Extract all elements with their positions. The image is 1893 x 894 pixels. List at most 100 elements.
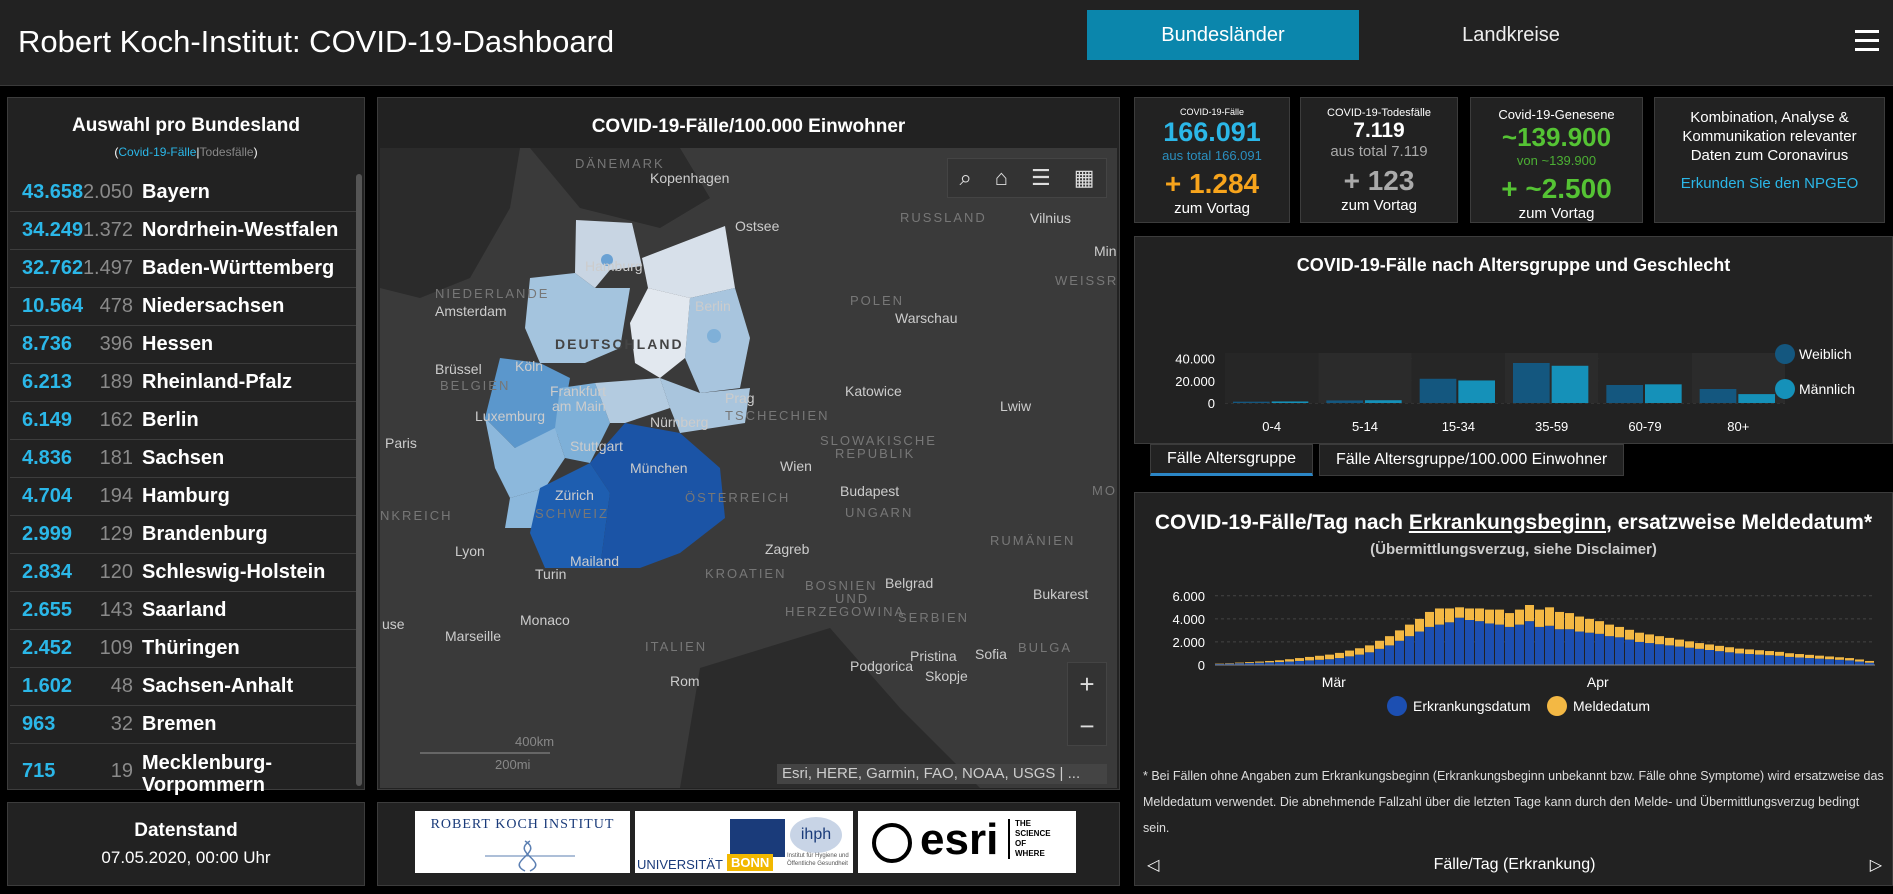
erkrankung-bar [1755, 654, 1764, 665]
tab-faelle-altersgruppe[interactable]: Fälle Altersgruppe [1150, 444, 1313, 476]
map-label: BELGIEN [440, 378, 511, 393]
chevron-left-icon[interactable]: ◁ [1147, 857, 1160, 874]
state-row[interactable]: 1.602 48 Sachsen-Anhalt [10, 668, 356, 706]
daily-chart-title: COVID-19-Fälle/Tag nach Erkrankungsbegin… [1154, 511, 1873, 534]
melde-bar [1445, 608, 1454, 623]
state-cases: 2.834 [22, 561, 73, 583]
state-row[interactable]: 963 32 Bremen [10, 706, 356, 744]
melde-bar [1505, 613, 1514, 627]
map-label: BOSNIEN [805, 578, 878, 593]
map-label: Pristina [910, 648, 957, 664]
map-label: Kopenhagen [650, 170, 730, 186]
state-row[interactable]: 2.452 109 Thüringen [10, 630, 356, 668]
state-row[interactable]: 2.999 129 Brandenburg [10, 516, 356, 554]
chart-pager: ◁ Fälle/Tag (Erkrankung) ▷ [1147, 851, 1882, 879]
erkrankungsbeginn-link[interactable]: Erkrankungsbeginn [1408, 511, 1607, 534]
map-label: Turin [535, 566, 567, 582]
erkrankung-bar [1705, 650, 1714, 665]
melde-bar [1285, 659, 1294, 662]
state-row[interactable]: 4.836 181 Sachsen [10, 440, 356, 478]
map-label: Paris [385, 435, 417, 451]
erkrankung-bar [1675, 646, 1684, 665]
npgeo-text: Kombination, Analyse & Kommunikation rel… [1682, 109, 1857, 164]
state-name: Thüringen [142, 637, 240, 659]
zoom-out-button[interactable]: − [1079, 710, 1095, 741]
state-deaths: 143 [99, 599, 133, 621]
state-row[interactable]: 715 19 Mecklenburg-Vorpommern [10, 744, 356, 796]
state-baden-wuerttemberg [530, 463, 610, 568]
erkrankung-bar [1375, 648, 1384, 665]
melde-bar [1545, 607, 1554, 626]
erkrankung-bar [1465, 620, 1474, 665]
melde-bar [1275, 660, 1284, 662]
home-icon[interactable]: ⌂ [994, 165, 1009, 190]
erkrankung-bar [1475, 621, 1484, 665]
erkrankung-bar [1455, 617, 1464, 665]
chevron-right-icon[interactable]: ▷ [1869, 857, 1882, 874]
melde-bar [1735, 648, 1744, 654]
legend-list-icon[interactable]: ☰ [1031, 165, 1051, 190]
tab-faelle-altersgruppe-per-100k[interactable]: Fälle Altersgruppe/100.000 Einwohner [1318, 444, 1625, 476]
map-label: Skopje [925, 668, 968, 684]
map-panel: COVID-19-Fälle/100.000 Einwohner DÄN [377, 97, 1120, 790]
melde-bar [1655, 636, 1664, 645]
card-sub: von ~139.900 [1516, 153, 1597, 168]
card-sub: aus total 7.119 [1330, 143, 1428, 160]
rki-logo[interactable]: ROBERT KOCH INSTITUT [415, 811, 630, 873]
legend-label: Meldedatum [1573, 698, 1650, 714]
tab-bundeslaender[interactable]: Bundesländer [1087, 10, 1359, 60]
melde-bar [1535, 609, 1544, 627]
age-chart-tabs: Fälle Altersgruppe Fälle Altersgruppe/10… [1150, 444, 1630, 476]
erkrankung-bar [1745, 654, 1754, 665]
state-row[interactable]: 4.704 194 Hamburg [10, 478, 356, 516]
tab-landkreise[interactable]: Landkreise [1462, 23, 1560, 46]
erkrankung-bar [1425, 626, 1434, 665]
state-name: Sachsen-Anhalt [142, 675, 294, 697]
erkrankung-bar [1255, 662, 1264, 665]
state-row[interactable]: 10.564 478 Niedersachsen [10, 288, 356, 326]
npgeo-link[interactable]: Erkunden Sie den NPGEO [1680, 175, 1859, 192]
state-row[interactable]: 6.149 162 Berlin [10, 402, 356, 440]
esri-logo[interactable]: esri THE SCIENCE OF WHERE [858, 811, 1076, 873]
state-bayern [590, 423, 725, 568]
map-view[interactable]: DÄNEMARK Kopenhagen Ostsee LITAUEN RUSSL… [380, 148, 1117, 788]
y-tick-label: 20.000 [1175, 374, 1215, 389]
legend-swatch [1387, 696, 1407, 716]
uni-bonn-ihph-logo[interactable]: UNIVERSITÄT BONN ihph Institut für Hygie… [635, 811, 853, 873]
age-bar [1551, 365, 1589, 403]
scale-bar: 400km 200mi [420, 734, 554, 772]
state-name: Hessen [142, 333, 214, 355]
map-attribution[interactable]: Esri, HERE, Garmin, FAO, NOAA, USGS | ..… [777, 764, 1107, 784]
state-list-scrollbar[interactable] [356, 174, 362, 786]
melde-bar [1615, 626, 1624, 638]
search-icon[interactable]: ⌕ [959, 165, 972, 190]
hamburger-menu-icon[interactable] [1855, 30, 1879, 52]
card-vortag: zum Vortag [1174, 200, 1250, 217]
erkrankung-bar [1725, 652, 1734, 665]
state-mecklenburg-vorpommern [642, 226, 735, 298]
erkrankung-bar [1635, 641, 1644, 665]
zoom-in-button[interactable]: + [1079, 668, 1095, 699]
map-label: am Main [552, 398, 606, 414]
state-row[interactable]: 34.249 1.372 Nordrhein-Westfalen [10, 212, 356, 250]
legend-cases: Covid-19-Fälle [118, 145, 197, 159]
state-row[interactable]: 2.655 143 Saarland [10, 592, 356, 630]
x-tick-label: 0-4 [1262, 419, 1281, 434]
map-title: COVID-19-Fälle/100.000 Einwohner [591, 116, 906, 137]
x-tick-label: 80+ [1727, 419, 1749, 434]
melde-bar [1845, 658, 1854, 661]
state-row[interactable]: 43.658 2.050 Bayern [10, 174, 356, 212]
map-label: NKREICH [380, 508, 453, 523]
basemap-gallery-icon[interactable]: ▦ [1073, 165, 1095, 190]
erkrankung-bar [1715, 651, 1724, 665]
state-name: Brandenburg [142, 523, 268, 545]
x-tick-label: 5-14 [1352, 419, 1378, 434]
y-tick-label: 2.000 [1172, 635, 1205, 650]
state-row[interactable]: 2.834 120 Schleswig-Holstein [10, 554, 356, 592]
state-row[interactable]: 6.213 189 Rheinland-Pfalz [10, 364, 356, 402]
age-chart-panel: COVID-19-Fälle nach Altersgruppe und Ges… [1134, 236, 1893, 444]
map-label: NIEDERLANDE [435, 286, 550, 301]
legend-label: Männlich [1799, 381, 1855, 397]
state-row[interactable]: 8.736 396 Hessen [10, 326, 356, 364]
state-row[interactable]: 32.762 1.497 Baden-Württemberg [10, 250, 356, 288]
